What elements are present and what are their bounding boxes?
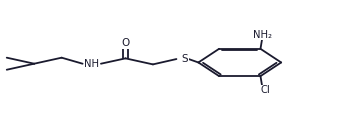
Text: Cl: Cl (260, 85, 270, 95)
Text: NH: NH (84, 59, 99, 69)
Text: NH₂: NH₂ (253, 30, 272, 40)
Text: O: O (121, 38, 130, 48)
Text: S: S (181, 54, 188, 64)
